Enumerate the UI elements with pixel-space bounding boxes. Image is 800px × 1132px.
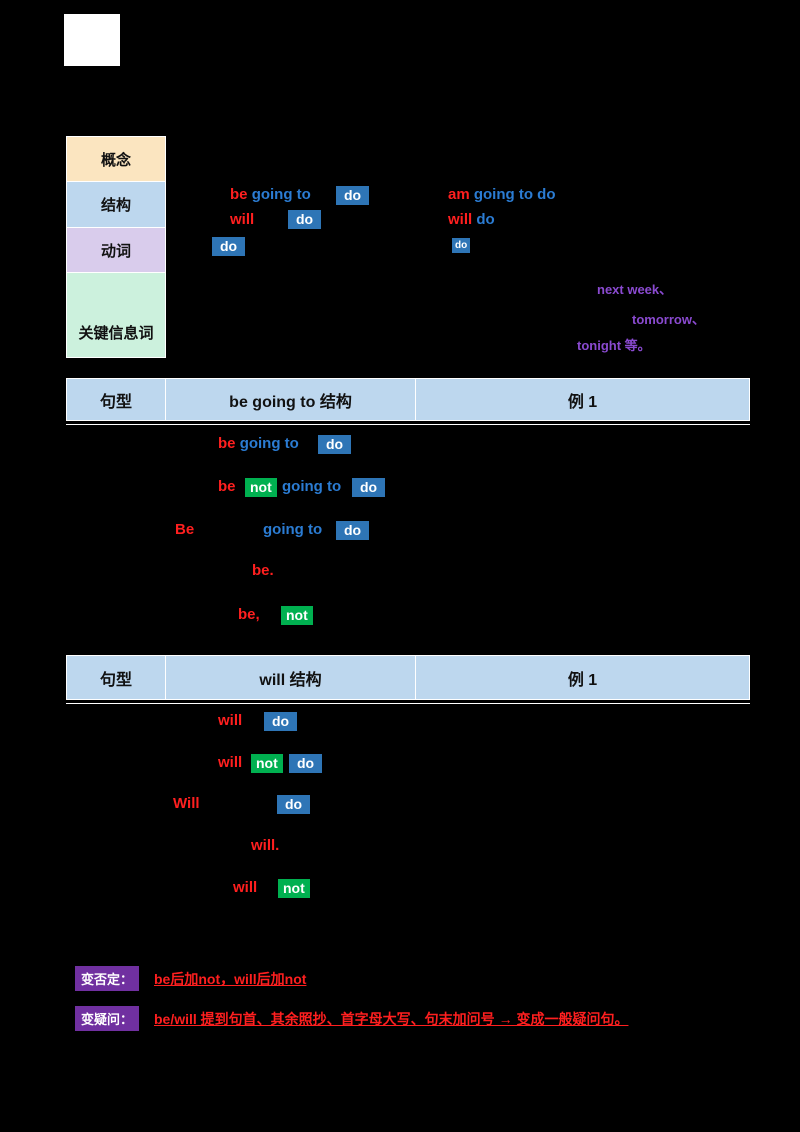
not-box: not bbox=[251, 754, 283, 773]
t2-h2-label: will 结构 bbox=[259, 671, 322, 689]
note-negation-label: 变否定： bbox=[75, 966, 140, 991]
structure-line-begoingto: be going to bbox=[230, 186, 311, 203]
concept-label: 概念 bbox=[100, 151, 131, 169]
verb-slot-box: do bbox=[277, 795, 311, 814]
will-text: will bbox=[448, 211, 473, 228]
going-to-do-text: going to do bbox=[473, 186, 556, 203]
be-text: be bbox=[218, 435, 236, 452]
structure-label: 结构 bbox=[100, 197, 131, 214]
keyword-next-week: next week、 bbox=[597, 282, 673, 297]
structure-example-will: will do bbox=[448, 211, 495, 228]
summary-row-concept: 概念 bbox=[66, 136, 166, 182]
keyword-tonight: tonight 等。 bbox=[577, 338, 651, 353]
t1-row-affirmative: be going to bbox=[218, 435, 299, 452]
do-text: do bbox=[476, 211, 495, 228]
t2-row-no-answer-will: will bbox=[233, 879, 258, 896]
verb-slot-box: do bbox=[318, 435, 352, 454]
verb-slot-box: do bbox=[264, 712, 298, 731]
am-text: am bbox=[448, 186, 470, 203]
be-text: be bbox=[230, 186, 248, 203]
t1-row-question-goingto: going to bbox=[263, 521, 323, 538]
structure-example-begoingto: am going to do bbox=[448, 186, 556, 203]
t1-row-no-answer-be: be, bbox=[238, 606, 260, 623]
summary-row-keywords: 关键信息词 bbox=[66, 272, 166, 358]
t1-header-example: 例 1 bbox=[415, 378, 750, 421]
t2-row-negative-will: will bbox=[218, 754, 243, 771]
t2-header-sentence-type: 句型 bbox=[66, 655, 166, 700]
t2-row-question-will: Will bbox=[173, 795, 200, 812]
verb-slot-box: do bbox=[289, 754, 323, 773]
verb-slot-box: do bbox=[288, 210, 322, 229]
verb-label: 动词 bbox=[100, 242, 131, 260]
keyword-tomorrow: tomorrow、 bbox=[632, 312, 705, 327]
verb-slot-box: do bbox=[336, 186, 370, 205]
t1-header-underline bbox=[66, 424, 750, 425]
t1-h3-label: 例 1 bbox=[567, 393, 598, 411]
t2-header-structure: will 结构 bbox=[165, 655, 416, 700]
structure-line-will: will bbox=[230, 211, 254, 228]
t2-h1-label: 句型 bbox=[99, 671, 132, 689]
t1-row-negative-be: be bbox=[218, 478, 236, 495]
note-question-text: be/will 提到句首、其余照抄、首字母大写、句末加问号 → 变成一般疑问句。 bbox=[154, 1011, 629, 1027]
verb-base-form-box: do bbox=[212, 237, 246, 256]
not-box: not bbox=[245, 478, 277, 497]
keywords-label: 关键信息词 bbox=[78, 325, 154, 342]
t2-header-example: 例 1 bbox=[415, 655, 750, 700]
t2-header-underline bbox=[66, 703, 750, 704]
verb-slot-box: do bbox=[352, 478, 386, 497]
t1-h1-label: 句型 bbox=[99, 393, 132, 411]
going-to-text: going to bbox=[251, 186, 311, 203]
note-negation-text: be后加not，will后加not bbox=[154, 971, 307, 987]
summary-row-structure: 结构 bbox=[66, 181, 166, 228]
summary-row-verb: 动词 bbox=[66, 227, 166, 273]
t1-header-sentence-type: 句型 bbox=[66, 378, 166, 421]
not-box: not bbox=[278, 879, 310, 898]
going-to-text: going to bbox=[239, 435, 299, 452]
not-box: not bbox=[281, 606, 313, 625]
verb-slot-box: do bbox=[336, 521, 370, 540]
t1-row-question-be: Be bbox=[175, 521, 195, 538]
t1-header-structure: be going to 结构 bbox=[165, 378, 416, 421]
verb-base-form-box-small: do bbox=[452, 238, 471, 253]
t2-row-affirmative-will: will bbox=[218, 712, 243, 729]
t2-h3-label: 例 1 bbox=[567, 671, 598, 689]
t1-row-negative-goingto: going to bbox=[282, 478, 342, 495]
t1-row-yes-answer: be. bbox=[252, 562, 274, 579]
t2-row-yes-answer: will. bbox=[251, 837, 280, 854]
note-question-label: 变疑问： bbox=[75, 1006, 140, 1031]
will-text: will bbox=[230, 211, 255, 228]
logo-image bbox=[64, 14, 120, 66]
t1-h2-label: be going to 结构 bbox=[229, 393, 352, 411]
